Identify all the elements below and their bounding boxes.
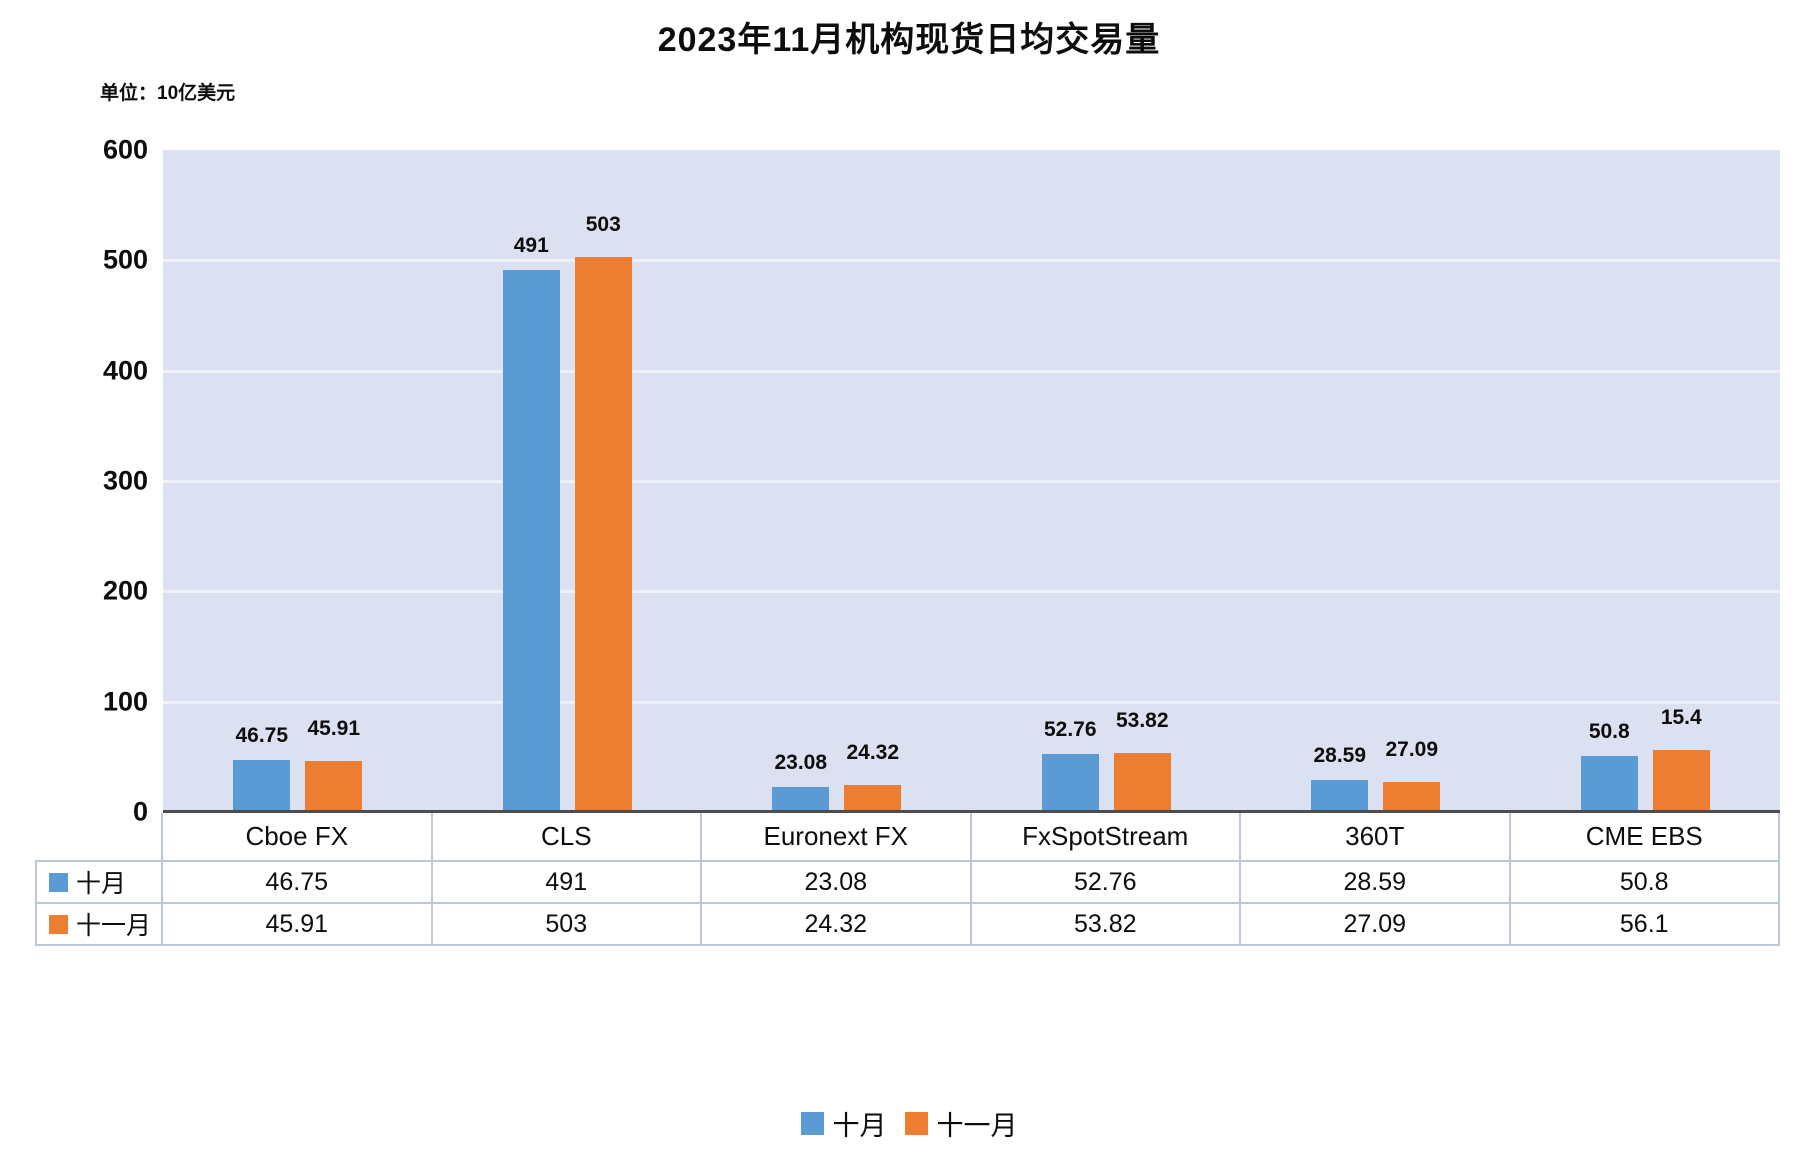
x-axis-line [163,810,1780,813]
table-value-cell: 491 [432,862,702,904]
table-value-cell: 56.1 [1510,904,1780,946]
y-tick-label: 200 [102,575,148,606]
table-row-header-十一月: 十一月 [35,904,163,946]
bar-十月-360T [1311,780,1369,812]
table-value-cell: 24.32 [702,904,972,946]
legend-label: 十月 [832,1111,887,1141]
bar-value-label: 28.59 [1313,744,1367,768]
table-column-header: 360T [1241,813,1511,862]
gridline [163,590,1780,594]
bar-value-label: 50.8 [1588,719,1630,743]
table-column-header: Euronext FX [702,813,972,862]
legend-swatch-icon [800,1112,824,1135]
y-tick-label: 300 [102,465,148,496]
unit-label: 单位：10亿美元 [100,83,236,104]
series-swatch-icon [49,914,68,934]
bar-value-label: 52.76 [1043,717,1097,741]
table-value-cell: 503 [432,904,702,946]
table-column-header: FxSpotStream [971,813,1241,862]
bar-value-label: 45.91 [307,717,361,741]
gridline [163,700,1780,704]
y-tick-label: 100 [102,686,148,717]
bar-十一月-Euronext FX [844,785,902,812]
bar-十月-Cboe FX [233,760,291,812]
bar-十月-Euronext FX [772,786,830,812]
table-column-header: CME EBS [1510,813,1780,862]
category-slot: 50.8 15.4 [1511,150,1781,812]
chart-legend: 十月 十一月 [0,1104,1818,1143]
bar-十一月-CME EBS [1652,750,1710,812]
bar-十一月-360T [1383,782,1441,812]
bar-value-label: 15.4 [1660,706,1702,730]
table-value-cell: 27.09 [1241,904,1511,946]
gridline [163,369,1780,373]
bar-value-label: 503 [585,213,621,237]
plot-area: 46.75 45.91 491 503 23.08 24.32 52.76 53.82 28.5… [163,150,1780,812]
table-corner-cell [35,813,163,862]
category-slot: 28.59 27.09 [1241,150,1511,812]
bar-十一月-CLS [574,257,632,812]
bar-value-label: 24.32 [846,741,900,765]
table-value-cell: 23.08 [702,862,972,904]
table-value-cell: 53.82 [971,904,1241,946]
data-table: Cboe FX CLS Euronext FX FxSpotStream 360T CME… [35,813,1780,946]
table-column-header: CLS [432,813,702,862]
category-slot: 491 503 [433,150,703,812]
y-tick-label: 0 [132,796,148,827]
y-tick-label: 600 [102,134,148,165]
category-slot: 46.75 45.91 [163,150,433,812]
legend-label: 十一月 [936,1111,1018,1141]
bar-value-label: 27.09 [1385,738,1439,762]
chart-title: 2023年11月机构现货日均交易量 [657,21,1161,59]
series-name: 十一月 [76,912,152,940]
category-slot: 52.76 53.82 [972,150,1242,812]
bar-value-label: 53.82 [1115,708,1169,732]
bar-十月-FxSpotStream [1041,753,1099,812]
table-value-cell: 52.76 [971,862,1241,904]
legend-item-十月: 十月 [800,1104,887,1143]
gridline [163,480,1780,483]
bar-十月-CME EBS [1580,755,1638,812]
table-column-header: Cboe FX [163,813,433,862]
bar-十月-CLS [502,270,560,812]
gridline [163,259,1780,263]
table-value-cell: 45.91 [163,904,433,946]
y-tick-label: 500 [102,244,148,275]
bar-value-label: 46.75 [235,724,289,748]
series-name: 十月 [76,870,127,898]
table-value-cell: 50.8 [1510,862,1780,904]
y-tick-label: 400 [102,355,148,386]
table-row-header-十月: 十月 [35,862,163,904]
legend-item-十一月: 十一月 [904,1104,1018,1143]
table-value-cell: 28.59 [1241,862,1511,904]
legend-swatch-icon [904,1112,928,1135]
table-value-cell: 46.75 [163,862,433,904]
series-swatch-icon [49,872,68,892]
bar-value-label: 23.08 [774,750,828,774]
bar-十一月-Cboe FX [305,761,363,812]
bar-十一月-FxSpotStream [1113,752,1171,812]
bar-value-label: 491 [513,234,549,258]
category-slot: 23.08 24.32 [702,150,972,812]
